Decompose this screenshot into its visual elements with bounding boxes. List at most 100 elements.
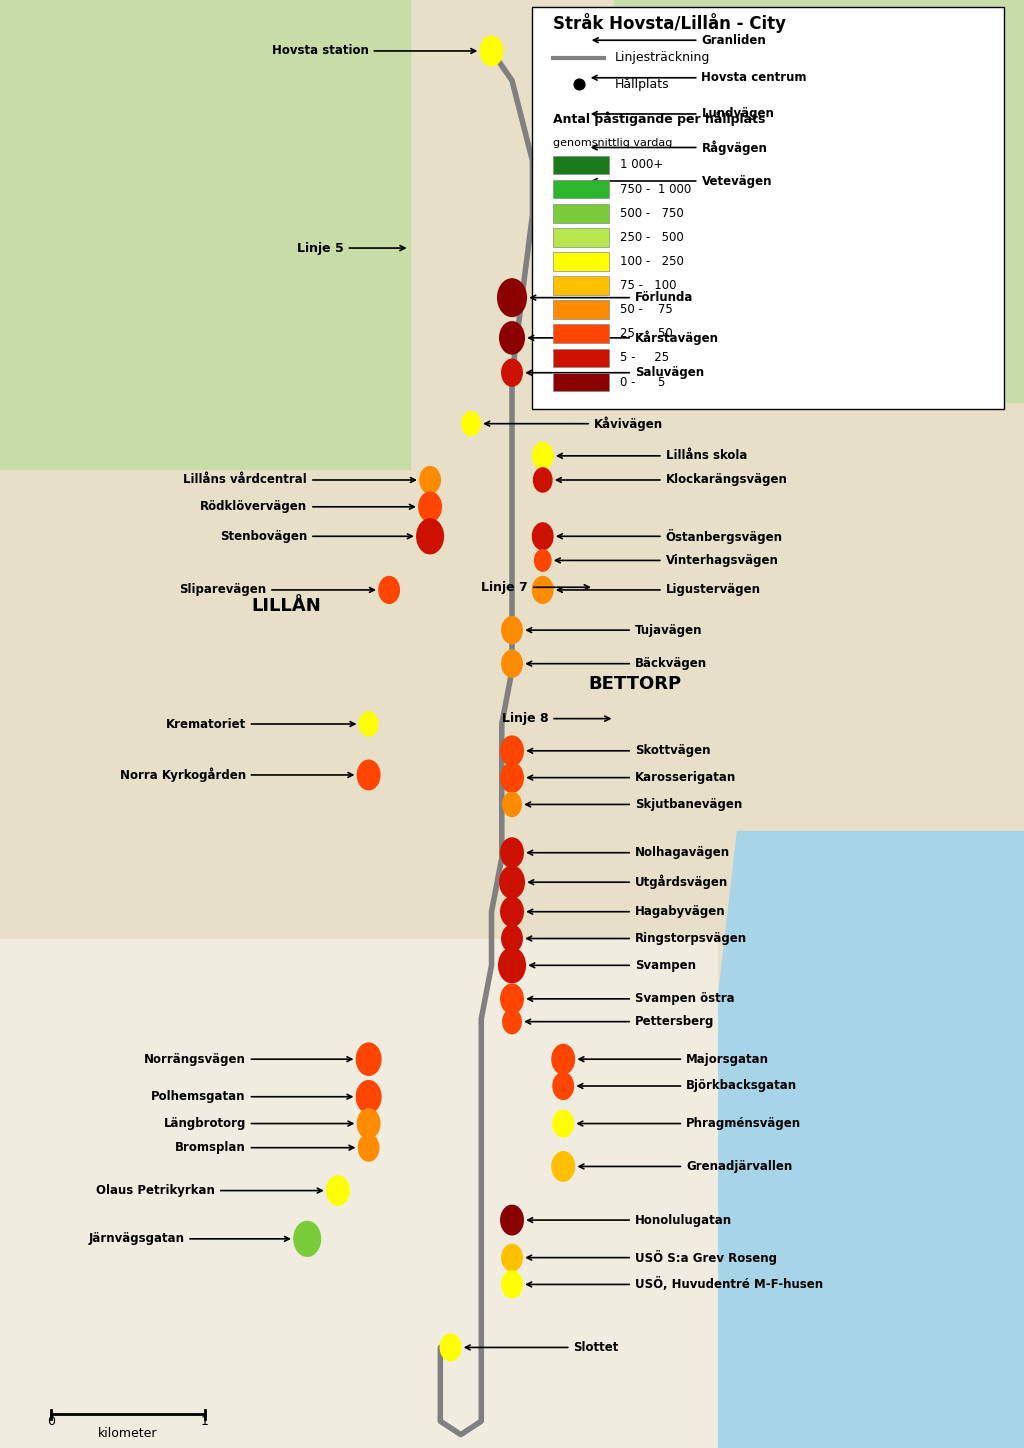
Text: Bromsplan: Bromsplan <box>175 1141 353 1154</box>
Text: Olaus Petrikyrkan: Olaus Petrikyrkan <box>96 1184 322 1197</box>
Circle shape <box>506 1212 518 1228</box>
Circle shape <box>552 1151 574 1182</box>
Polygon shape <box>0 0 410 469</box>
FancyBboxPatch shape <box>553 204 609 223</box>
Polygon shape <box>614 0 1024 403</box>
Text: Linje 5: Linje 5 <box>297 242 404 255</box>
Circle shape <box>362 1141 375 1156</box>
Circle shape <box>356 1080 381 1114</box>
Circle shape <box>505 329 519 346</box>
Text: genomsnittlig vardag: genomsnittlig vardag <box>553 138 673 148</box>
Circle shape <box>503 1009 521 1034</box>
Circle shape <box>327 1176 349 1205</box>
Circle shape <box>573 174 584 188</box>
Circle shape <box>506 769 518 786</box>
Text: Phragménsvägen: Phragménsvägen <box>579 1116 801 1129</box>
Text: Grenadjärvallen: Grenadjärvallen <box>580 1160 793 1173</box>
Text: Slottet: Slottet <box>466 1341 618 1354</box>
Text: Lundvägen: Lundvägen <box>593 107 774 120</box>
Circle shape <box>357 1109 380 1138</box>
Text: Norra Kyrkogården: Norra Kyrkogården <box>120 767 352 782</box>
Text: Förlunda: Förlunda <box>531 291 693 304</box>
Circle shape <box>538 529 549 543</box>
Text: 1 000+: 1 000+ <box>620 158 663 171</box>
Circle shape <box>573 71 584 84</box>
Circle shape <box>502 359 522 387</box>
Text: LILLÅN: LILLÅN <box>252 597 322 615</box>
Text: Ringstorpsvägen: Ringstorpsvägen <box>527 933 746 946</box>
Circle shape <box>357 760 380 789</box>
Text: BETTORP: BETTORP <box>589 675 681 692</box>
Circle shape <box>507 798 517 811</box>
Circle shape <box>535 550 551 571</box>
Text: 0: 0 <box>47 1415 55 1428</box>
Text: Rågvägen: Rågvägen <box>593 140 767 155</box>
Circle shape <box>501 763 523 792</box>
Circle shape <box>424 498 436 515</box>
Circle shape <box>506 656 517 670</box>
Circle shape <box>506 623 517 637</box>
Text: USÖ S:a Grev Roseng: USÖ S:a Grev Roseng <box>527 1250 777 1266</box>
Circle shape <box>440 1334 461 1361</box>
FancyBboxPatch shape <box>553 300 609 319</box>
Text: Linje 8: Linje 8 <box>502 712 609 725</box>
Text: Pettersberg: Pettersberg <box>526 1015 715 1028</box>
Text: Lillåns skola: Lillåns skola <box>558 449 746 462</box>
Text: Sliparevägen: Sliparevägen <box>179 584 374 597</box>
Text: Utgårdsvägen: Utgårdsvägen <box>529 875 728 889</box>
Text: Granliden: Granliden <box>594 33 766 46</box>
Text: 1: 1 <box>201 1415 209 1428</box>
Circle shape <box>506 904 518 919</box>
FancyBboxPatch shape <box>553 372 609 391</box>
Circle shape <box>417 518 443 553</box>
Circle shape <box>502 1244 522 1271</box>
Text: Skottvägen: Skottvägen <box>528 744 711 757</box>
Text: 50 -    75: 50 - 75 <box>620 303 673 316</box>
FancyBboxPatch shape <box>553 324 609 343</box>
Circle shape <box>499 948 525 983</box>
Text: Tujavägen: Tujavägen <box>527 624 702 637</box>
Circle shape <box>501 736 523 766</box>
Text: 75 -   100: 75 - 100 <box>620 279 676 292</box>
Text: Norrängsvägen: Norrängsvägen <box>144 1053 351 1066</box>
Circle shape <box>538 582 549 597</box>
Circle shape <box>558 1079 569 1093</box>
Circle shape <box>538 473 548 487</box>
Text: 500 -   750: 500 - 750 <box>620 207 683 220</box>
Circle shape <box>569 101 588 126</box>
Text: Honolulugatan: Honolulugatan <box>528 1213 732 1226</box>
Circle shape <box>502 925 522 951</box>
FancyBboxPatch shape <box>553 277 609 295</box>
Circle shape <box>568 28 589 54</box>
Circle shape <box>501 1205 523 1235</box>
Circle shape <box>383 582 395 597</box>
Text: 250 -   500: 250 - 500 <box>620 230 683 243</box>
Circle shape <box>361 1087 376 1106</box>
Text: Rödklövervägen: Rödklövervägen <box>200 501 414 513</box>
Circle shape <box>462 411 480 436</box>
Text: Vinterhagsvägen: Vinterhagsvägen <box>556 555 778 568</box>
Text: Längbrotorg: Längbrotorg <box>164 1116 352 1129</box>
Text: Vetevägen: Vetevägen <box>593 175 772 187</box>
Polygon shape <box>0 938 717 1448</box>
Circle shape <box>573 107 584 120</box>
Circle shape <box>532 576 553 604</box>
Text: HOVSTA: HOVSTA <box>543 119 625 136</box>
Circle shape <box>569 169 588 193</box>
Circle shape <box>498 279 526 317</box>
Circle shape <box>362 1115 375 1132</box>
Circle shape <box>419 492 441 521</box>
Circle shape <box>300 1229 314 1248</box>
Circle shape <box>557 1051 569 1067</box>
Circle shape <box>501 896 523 927</box>
Text: 25 -    50: 25 - 50 <box>620 327 673 340</box>
FancyBboxPatch shape <box>532 7 1004 408</box>
Circle shape <box>361 1050 376 1069</box>
Text: Klockarängsvägen: Klockarängsvägen <box>557 473 787 487</box>
Circle shape <box>506 990 518 1006</box>
Text: Linjesträckning: Linjesträckning <box>614 51 710 64</box>
Circle shape <box>573 33 584 48</box>
Text: Stråk Hovsta/Lillån - City: Stråk Hovsta/Lillån - City <box>553 13 786 33</box>
Text: Karosserigatan: Karosserigatan <box>528 772 736 785</box>
Circle shape <box>501 838 523 867</box>
